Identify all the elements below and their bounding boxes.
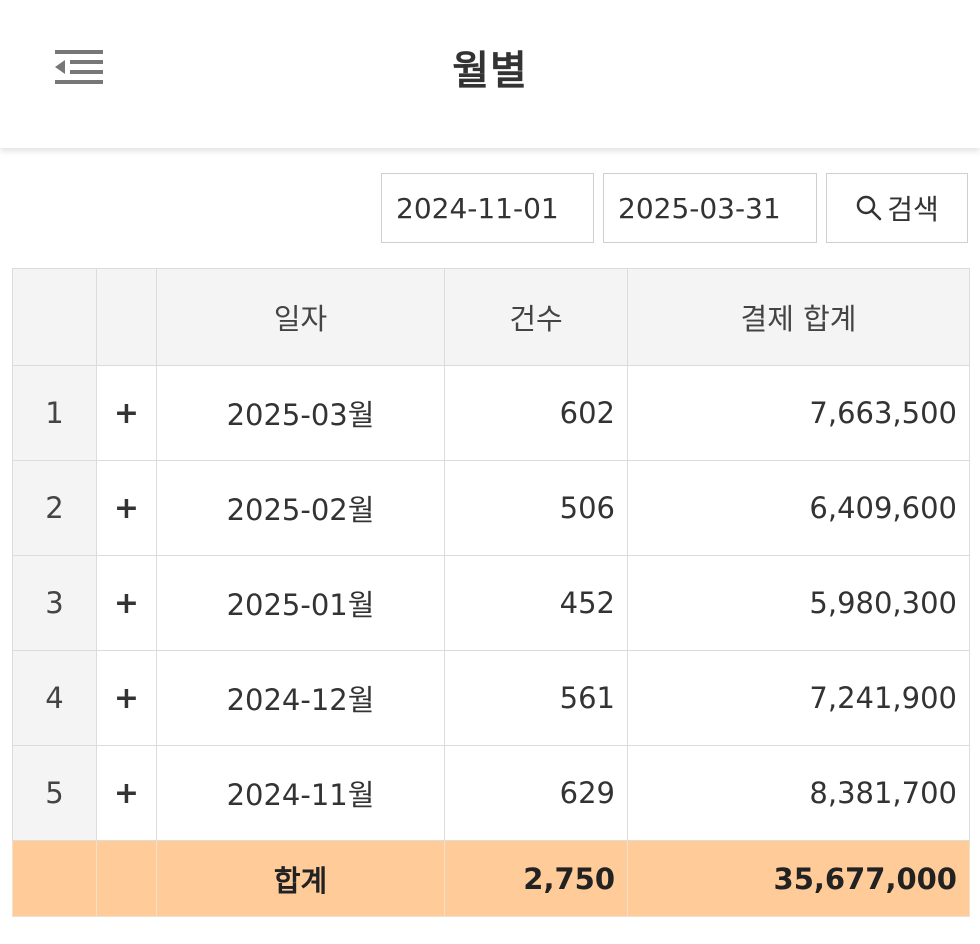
total-empty-cell [12,840,97,917]
monthly-table: 일자 건수 결제 합계 1 + 2025-03월 602 7,663,500 2… [12,268,970,917]
table-header-row: 일자 건수 결제 합계 [12,268,970,366]
search-button[interactable]: 검색 [826,173,968,243]
row-date: 2024-12월 [156,650,445,746]
menu-collapse-button[interactable] [50,42,110,92]
search-button-label: 검색 [887,193,939,226]
total-count: 2,750 [444,840,628,917]
row-number: 1 [12,365,97,461]
column-header-rownum [12,268,97,366]
row-amount: 5,980,300 [627,555,970,651]
table-row[interactable]: 1 + 2025-03월 602 7,663,500 [12,365,970,461]
expand-row-button[interactable]: + [96,365,157,461]
row-date: 2024-11월 [156,745,445,841]
date-to-input[interactable] [603,173,817,243]
column-header-expand [96,268,157,366]
expand-row-button[interactable]: + [96,650,157,746]
row-amount: 7,663,500 [627,365,970,461]
row-count: 506 [444,460,628,556]
expand-row-button[interactable]: + [96,460,157,556]
row-date: 2025-02월 [156,460,445,556]
row-number: 2 [12,460,97,556]
row-number: 4 [12,650,97,746]
column-header-amount[interactable]: 결제 합계 [627,268,970,366]
column-header-count[interactable]: 건수 [444,268,628,366]
search-icon [856,195,882,221]
row-amount: 6,409,600 [627,460,970,556]
date-from-input[interactable] [381,173,594,243]
row-amount: 7,241,900 [627,650,970,746]
row-date: 2025-01월 [156,555,445,651]
search-bar: 검색 [0,173,980,245]
total-row: 합계 2,750 35,677,000 [12,840,970,917]
expand-row-button[interactable]: + [96,555,157,651]
page-title: 월별 [452,48,528,94]
expand-row-button[interactable]: + [96,745,157,841]
total-label: 합계 [156,840,445,917]
menu-collapse-icon [55,50,103,84]
row-count: 602 [444,365,628,461]
row-number: 5 [12,745,97,841]
table-row[interactable]: 5 + 2024-11월 629 8,381,700 [12,745,970,841]
table-row[interactable]: 2 + 2025-02월 506 6,409,600 [12,460,970,556]
row-date: 2025-03월 [156,365,445,461]
row-amount: 8,381,700 [627,745,970,841]
row-number: 3 [12,555,97,651]
row-count: 561 [444,650,628,746]
column-header-date[interactable]: 일자 [156,268,445,366]
app-header: 월별 [0,0,980,148]
table-row[interactable]: 4 + 2024-12월 561 7,241,900 [12,650,970,746]
total-amount: 35,677,000 [627,840,970,917]
table-row[interactable]: 3 + 2025-01월 452 5,980,300 [12,555,970,651]
row-count: 452 [444,555,628,651]
row-count: 629 [444,745,628,841]
total-empty-cell [96,840,157,917]
